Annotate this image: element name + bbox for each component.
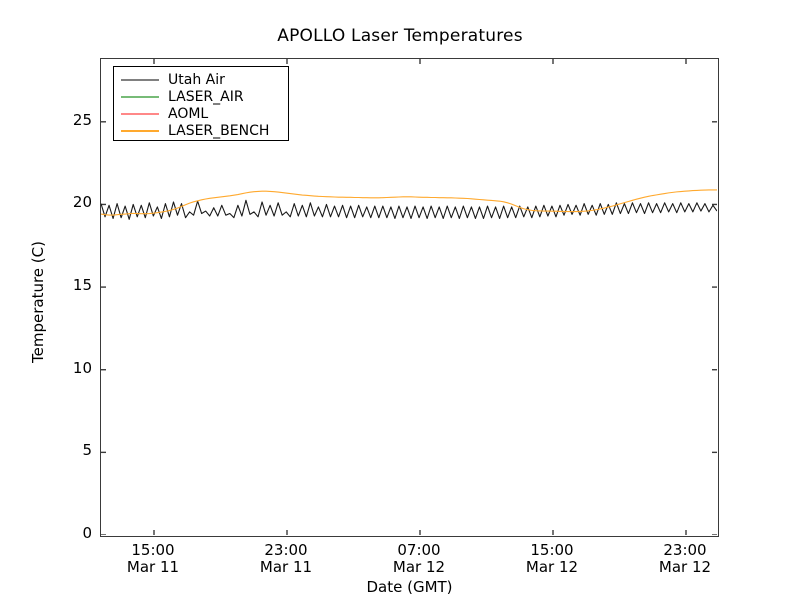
y-tick-label: 5 — [82, 441, 92, 460]
y-tick-label: 10 — [72, 358, 92, 377]
legend-entry[interactable]: LASER_BENCH — [114, 122, 288, 139]
legend-entry[interactable]: Utah Air — [114, 71, 288, 88]
chart-legend: Utah Air LASER_AIR AOML LASER_BENCH — [113, 66, 289, 141]
series-line — [101, 199, 717, 220]
x-tick-label: 15:00 Mar 11 — [126, 541, 180, 576]
x-tick-label: 23:00 Mar 11 — [259, 541, 313, 576]
legend-color-swatch — [121, 129, 159, 132]
chart-title: APOLLO Laser Temperatures — [277, 26, 523, 46]
legend-entry[interactable]: LASER_AIR — [114, 88, 288, 105]
y-tick-label: 20 — [72, 193, 92, 212]
plot-lines — [101, 59, 717, 535]
y-tick-label: 25 — [72, 110, 92, 129]
series-line — [101, 189, 717, 216]
legend-color-swatch — [121, 78, 159, 81]
x-tick-label: 23:00 Mar 12 — [658, 541, 712, 576]
y-tick-label: 15 — [72, 276, 92, 295]
x-tick-label: 15:00 Mar 12 — [525, 541, 579, 576]
x-axis-label: Date (GMT) — [366, 578, 453, 596]
legend-entry[interactable]: AOML — [114, 105, 288, 122]
legend-color-swatch — [121, 112, 159, 115]
y-tick-label: 0 — [82, 524, 92, 542]
x-tick-label: 07:00 Mar 12 — [392, 541, 446, 576]
legend-color-swatch — [121, 95, 159, 98]
legend-label: Utah Air — [168, 71, 225, 88]
legend-label: AOML — [168, 105, 209, 122]
legend-label: LASER_BENCH — [168, 122, 270, 139]
legend-label: LASER_AIR — [168, 88, 244, 105]
